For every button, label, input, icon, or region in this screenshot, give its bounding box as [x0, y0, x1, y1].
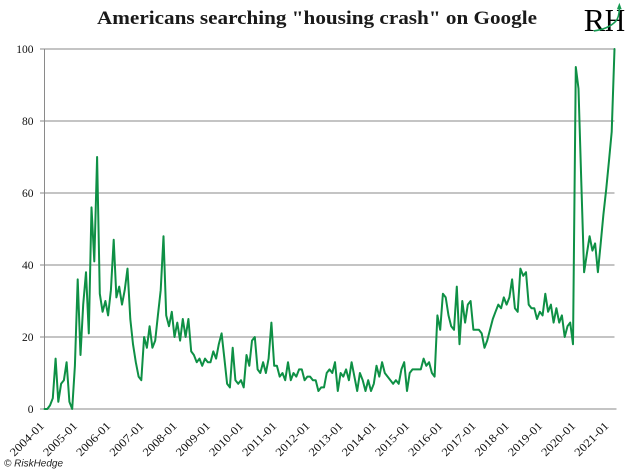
svg-text:40: 40 [22, 260, 34, 272]
svg-text:0: 0 [28, 404, 34, 416]
svg-text:60: 60 [22, 188, 34, 200]
svg-text:H: H [605, 2, 625, 38]
svg-text:80: 80 [22, 116, 34, 128]
svg-text:Americans searching "housing c: Americans searching "housing crash" on G… [97, 9, 537, 29]
svg-text:© RiskHedge: © RiskHedge [4, 459, 63, 470]
svg-text:100: 100 [16, 44, 34, 56]
svg-text:R: R [584, 2, 606, 38]
svg-text:20: 20 [22, 332, 34, 344]
